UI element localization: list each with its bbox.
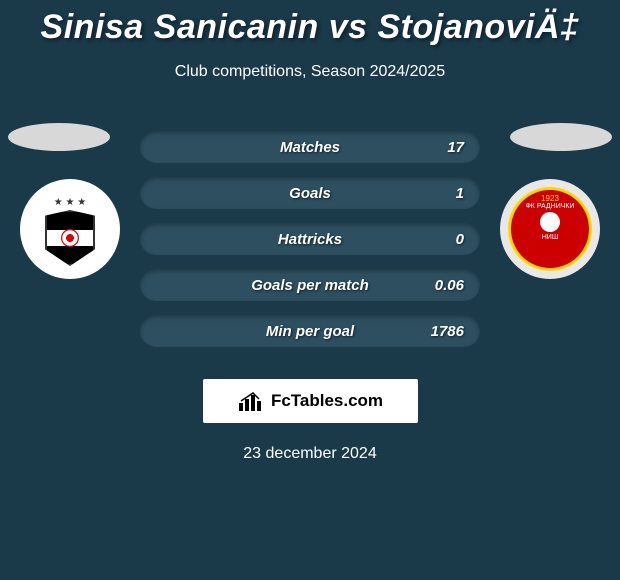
stat-label: Goals per match [251, 277, 369, 294]
badge-stars-icon: ★ ★ ★ [40, 197, 100, 208]
stat-value: 0 [456, 231, 464, 248]
subtitle: Club competitions, Season 2024/2025 [0, 63, 620, 81]
banner-text: FcTables.com [271, 391, 383, 411]
badge-ball-icon [540, 212, 560, 232]
stat-value: 17 [447, 139, 464, 156]
radnicki-badge-icon: 1923 ФК РАДНИЧКИ НИШ [508, 187, 592, 271]
chart-icon [237, 391, 265, 411]
stat-value: 1786 [431, 323, 464, 340]
stat-row-hattricks: Hattricks 0 [140, 223, 480, 255]
stats-area: ★ ★ ★ 1923 ФК РАДНИЧКИ НИШ Matches 17 Go… [0, 131, 620, 361]
stat-label: Goals [289, 185, 331, 202]
stat-label: Min per goal [266, 323, 354, 340]
fctables-banner: FcTables.com [203, 379, 418, 423]
player-shadow-left [8, 123, 110, 151]
partizan-shield-icon [45, 210, 95, 266]
club-badge-right: 1923 ФК РАДНИЧКИ НИШ [500, 179, 600, 279]
stat-row-matches: Matches 17 [140, 131, 480, 163]
badge-text-bottom: НИШ [511, 234, 589, 241]
stat-rows: Matches 17 Goals 1 Hattricks 0 Goals per… [140, 131, 480, 361]
stat-row-goals-per-match: Goals per match 0.06 [140, 269, 480, 301]
stat-label: Matches [280, 139, 340, 156]
club-badge-left: ★ ★ ★ [20, 179, 120, 279]
stat-row-goals: Goals 1 [140, 177, 480, 209]
badge-text-top: ФК РАДНИЧКИ [511, 203, 589, 210]
stat-value: 0.06 [435, 277, 464, 294]
badge-year: 1923 [511, 190, 589, 203]
page-title: Sinisa Sanicanin vs StojanoviÄ‡ [0, 8, 620, 47]
stat-row-min-per-goal: Min per goal 1786 [140, 315, 480, 347]
player-shadow-right [510, 123, 612, 151]
date-text: 23 december 2024 [0, 445, 620, 463]
stat-label: Hattricks [278, 231, 342, 248]
stat-value: 1 [456, 185, 464, 202]
